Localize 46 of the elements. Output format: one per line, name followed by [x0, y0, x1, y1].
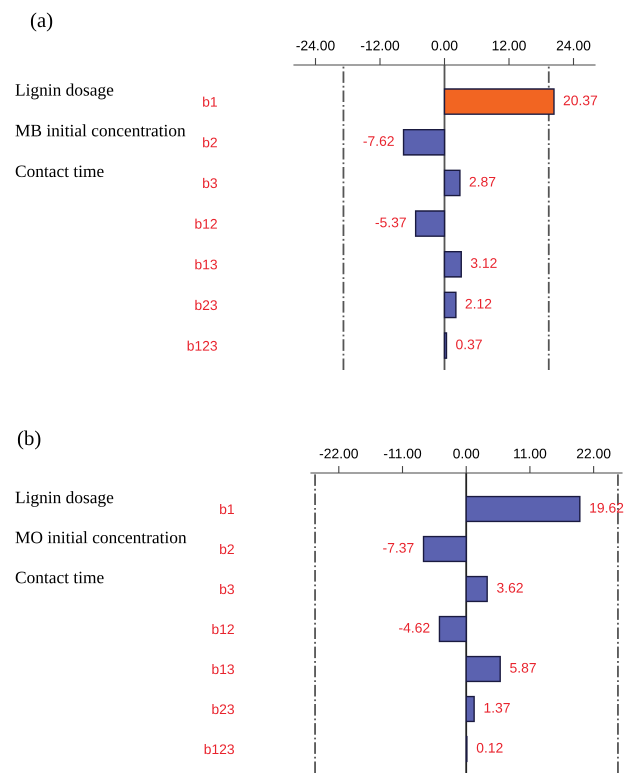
data-label: 5.87: [510, 662, 536, 673]
y-tick-label: b23: [195, 300, 218, 310]
text: (a): [30, 12, 52, 32]
x-tick-label: -12.00: [360, 40, 400, 50]
text: Lignin dosage: [16, 491, 114, 507]
x-tick-label: -11.00: [384, 448, 422, 458]
x-tick-label: 24.00: [556, 40, 590, 50]
data-label: -7.62: [363, 136, 394, 146]
data-label: 2.12: [466, 298, 492, 309]
text: (b): [18, 430, 40, 450]
x-tick-label: 0.00: [432, 40, 458, 50]
y-tick-label: b23: [212, 704, 234, 714]
y-tick-label: b13: [212, 664, 234, 674]
text: MO initial concentration: [16, 531, 186, 544]
y-tick-label: b123: [188, 340, 218, 351]
y-tick-label: b3: [220, 584, 234, 594]
data-label: -5.37: [376, 217, 406, 228]
x-tick-label: -24.00: [296, 40, 335, 50]
x-tick-label: -22.00: [320, 448, 358, 458]
data-label: 3.62: [497, 582, 523, 593]
y-tick-label: b2: [220, 544, 234, 554]
y-tick-label: b1: [220, 504, 234, 514]
y-tick-label: b13: [195, 259, 218, 270]
x-tick-label: 22.00: [576, 448, 610, 458]
x-tick-label: 12.00: [492, 40, 526, 50]
data-label: -7.37: [383, 542, 414, 553]
data-label: 19.62: [590, 502, 624, 513]
data-label: 20.37: [564, 95, 598, 106]
text: Lignin dosage: [16, 84, 114, 100]
text: Contact time: [16, 165, 104, 178]
data-label: 2.87: [470, 176, 496, 187]
text: MB initial concentration: [16, 124, 186, 136]
y-tick-label: b12: [212, 624, 234, 634]
y-tick-label: b3: [203, 178, 217, 188]
x-tick-label: 11.00: [514, 448, 546, 458]
y-tick-label: b123: [204, 744, 234, 754]
data-label: 3.12: [470, 258, 497, 268]
y-tick-label: b1: [203, 96, 217, 107]
data-label: 0.37: [456, 339, 482, 350]
x-tick-label: 0.00: [453, 448, 480, 458]
y-tick-label: b12: [195, 218, 217, 229]
data-label: 0.12: [476, 742, 503, 753]
data-label: 1.37: [484, 702, 510, 713]
text: Contact time: [16, 572, 104, 584]
y-tick-label: b2: [203, 137, 217, 148]
data-label: -4.62: [399, 622, 430, 633]
